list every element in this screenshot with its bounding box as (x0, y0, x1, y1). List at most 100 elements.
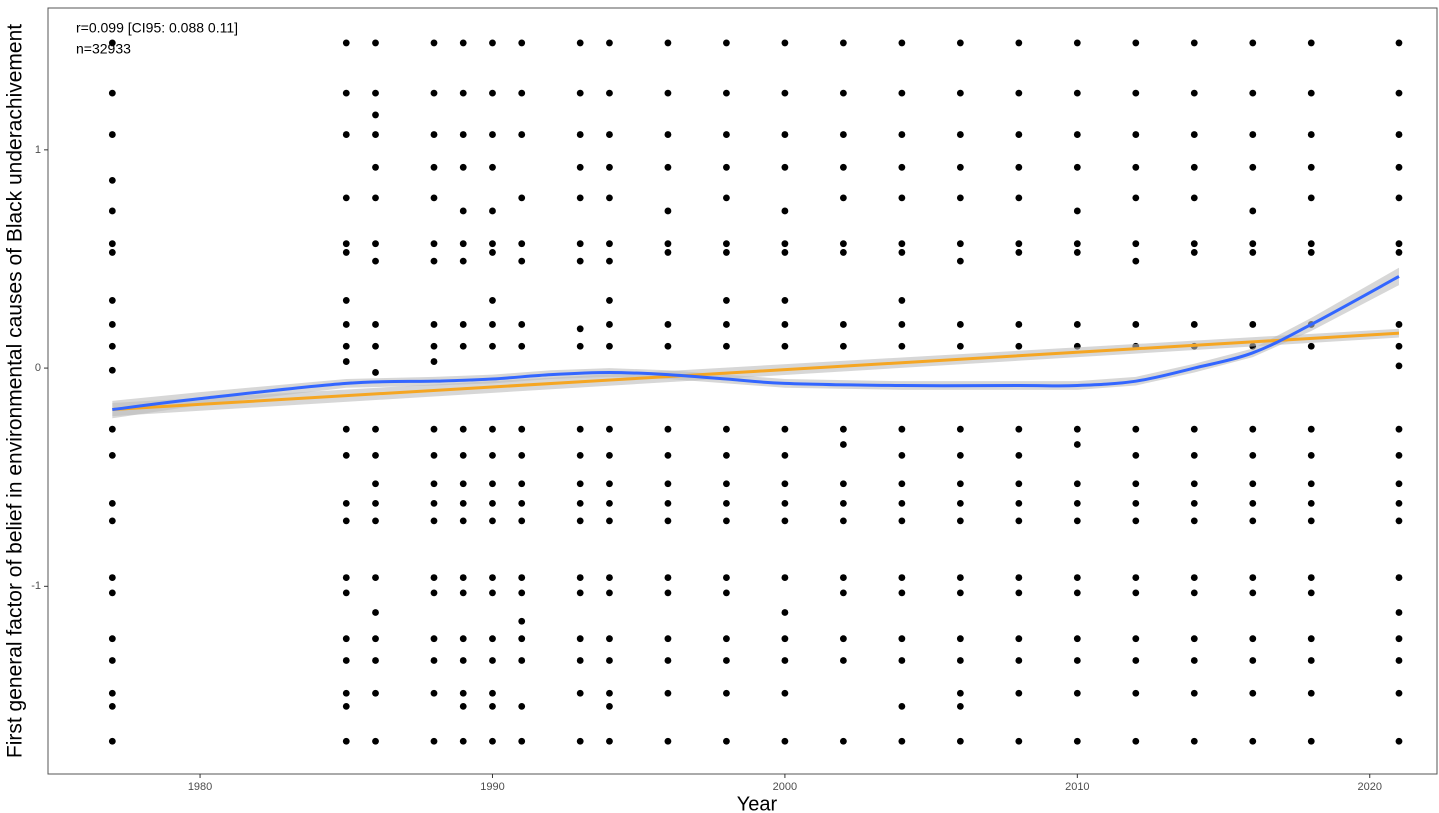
point (1249, 635, 1257, 643)
point (108, 451, 116, 459)
point (1073, 635, 1081, 643)
point (956, 574, 964, 581)
point (664, 517, 672, 525)
point (342, 635, 350, 643)
point (1249, 657, 1257, 664)
point (723, 425, 730, 433)
point (839, 194, 847, 202)
point (372, 89, 379, 97)
point (781, 635, 789, 643)
point (576, 325, 584, 333)
point (898, 297, 906, 304)
point (1307, 89, 1315, 97)
point (430, 358, 438, 365)
point (839, 635, 847, 643)
point (606, 499, 613, 507)
point (576, 194, 584, 202)
point (108, 574, 116, 581)
point (489, 207, 496, 215)
point (606, 321, 613, 328)
point (430, 657, 438, 664)
x-tick-label: 2020 (1358, 781, 1382, 793)
point (1190, 321, 1198, 328)
point (1307, 451, 1315, 459)
point (1015, 321, 1023, 328)
point (342, 342, 350, 350)
point (1015, 517, 1023, 525)
point (664, 451, 672, 459)
point (1395, 609, 1403, 616)
point (1015, 574, 1023, 581)
point (1307, 635, 1315, 643)
point (430, 737, 438, 745)
point (459, 321, 467, 328)
point (576, 574, 584, 581)
point (1015, 737, 1023, 745)
point (898, 425, 906, 433)
point (839, 39, 847, 47)
point (898, 163, 906, 171)
point (1132, 635, 1140, 643)
annotation: n=32933 (76, 41, 131, 57)
point (898, 574, 906, 581)
point (430, 589, 438, 597)
point (723, 163, 730, 171)
point (898, 194, 906, 202)
point (1015, 342, 1023, 350)
point (1073, 207, 1081, 215)
point (606, 517, 613, 525)
trend-line (112, 331, 1400, 412)
point (1190, 249, 1198, 256)
point (342, 451, 350, 459)
x-tick-label: 2000 (773, 781, 797, 793)
point (781, 249, 789, 256)
point (576, 589, 584, 597)
point (372, 163, 379, 171)
point (606, 297, 613, 304)
point (459, 480, 467, 488)
point (839, 342, 847, 350)
point (1307, 657, 1315, 664)
point (956, 131, 964, 138)
point (518, 131, 526, 138)
point (1073, 321, 1081, 328)
point (723, 689, 730, 697)
point (1073, 39, 1081, 47)
point (1132, 89, 1140, 97)
point (1249, 517, 1257, 525)
point (898, 240, 906, 248)
point (518, 480, 526, 488)
point (1190, 499, 1198, 507)
point (576, 737, 584, 745)
point (1395, 249, 1403, 256)
point (1190, 131, 1198, 138)
point (1073, 657, 1081, 664)
point (576, 480, 584, 488)
point (1132, 321, 1140, 328)
point (1395, 342, 1403, 350)
point (342, 89, 350, 97)
point (606, 689, 613, 697)
point (1249, 240, 1257, 248)
point (518, 617, 526, 625)
point (1307, 737, 1315, 745)
point (108, 321, 116, 328)
point (430, 240, 438, 248)
point (1395, 194, 1403, 202)
point (108, 240, 116, 248)
point (372, 321, 379, 328)
point (898, 737, 906, 745)
point (1132, 39, 1140, 47)
point (839, 589, 847, 597)
point (1073, 574, 1081, 581)
point (342, 297, 350, 304)
point (664, 342, 672, 350)
point (518, 194, 526, 202)
point (1395, 689, 1403, 697)
point (430, 574, 438, 581)
point (430, 517, 438, 525)
point (1395, 574, 1403, 581)
point (576, 517, 584, 525)
point (1073, 249, 1081, 256)
point (372, 425, 379, 433)
